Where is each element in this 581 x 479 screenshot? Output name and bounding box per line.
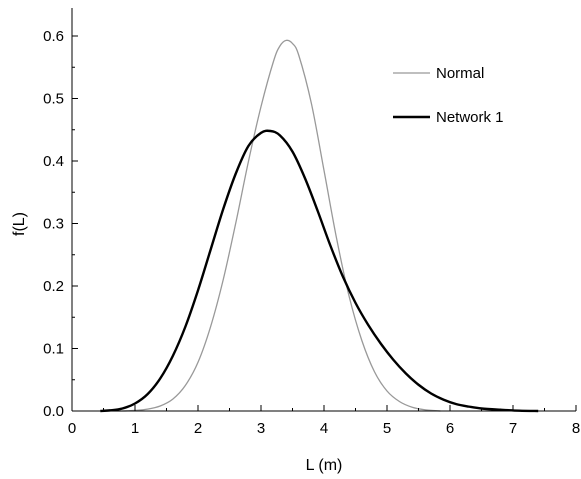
legend-label: Normal (436, 65, 484, 82)
x-tick-label: 4 (320, 420, 328, 437)
y-tick-label: 0.3 (43, 216, 64, 233)
x-tick-label: 7 (509, 420, 517, 437)
x-tick-label: 5 (383, 420, 391, 437)
series-line-network-1 (100, 129, 539, 413)
ticks: 0 1 2 3 4 5 6 7 8 0.0 0.1 0.2 0.3 0.4 0.5 0.6 (43, 28, 580, 437)
x-tick-label: 3 (257, 420, 265, 437)
y-tick-label: 0.5 (43, 91, 64, 108)
x-tick-label: 6 (446, 420, 454, 437)
x-tick-label: 2 (194, 420, 202, 437)
y-tick-label: 0.2 (43, 278, 64, 295)
y-axis-label: f(L) (11, 212, 28, 236)
x-tick-label: 1 (131, 420, 139, 437)
y-tick-label: 0.1 (43, 341, 64, 358)
legend-label: Network 1 (436, 109, 504, 126)
axes (71, 8, 576, 412)
y-tick-label: 0.6 (43, 28, 64, 45)
y-tick-label: 0.0 (43, 403, 64, 420)
x-tick-label: 8 (572, 420, 580, 437)
x-axis-label: L (m) (306, 457, 343, 474)
series-group (100, 39, 539, 413)
y-tick-label: 0.4 (43, 153, 64, 170)
x-tick-label: 0 (68, 420, 76, 437)
legend: Normal Network 1 (393, 65, 504, 126)
series-line-normal (100, 39, 441, 412)
